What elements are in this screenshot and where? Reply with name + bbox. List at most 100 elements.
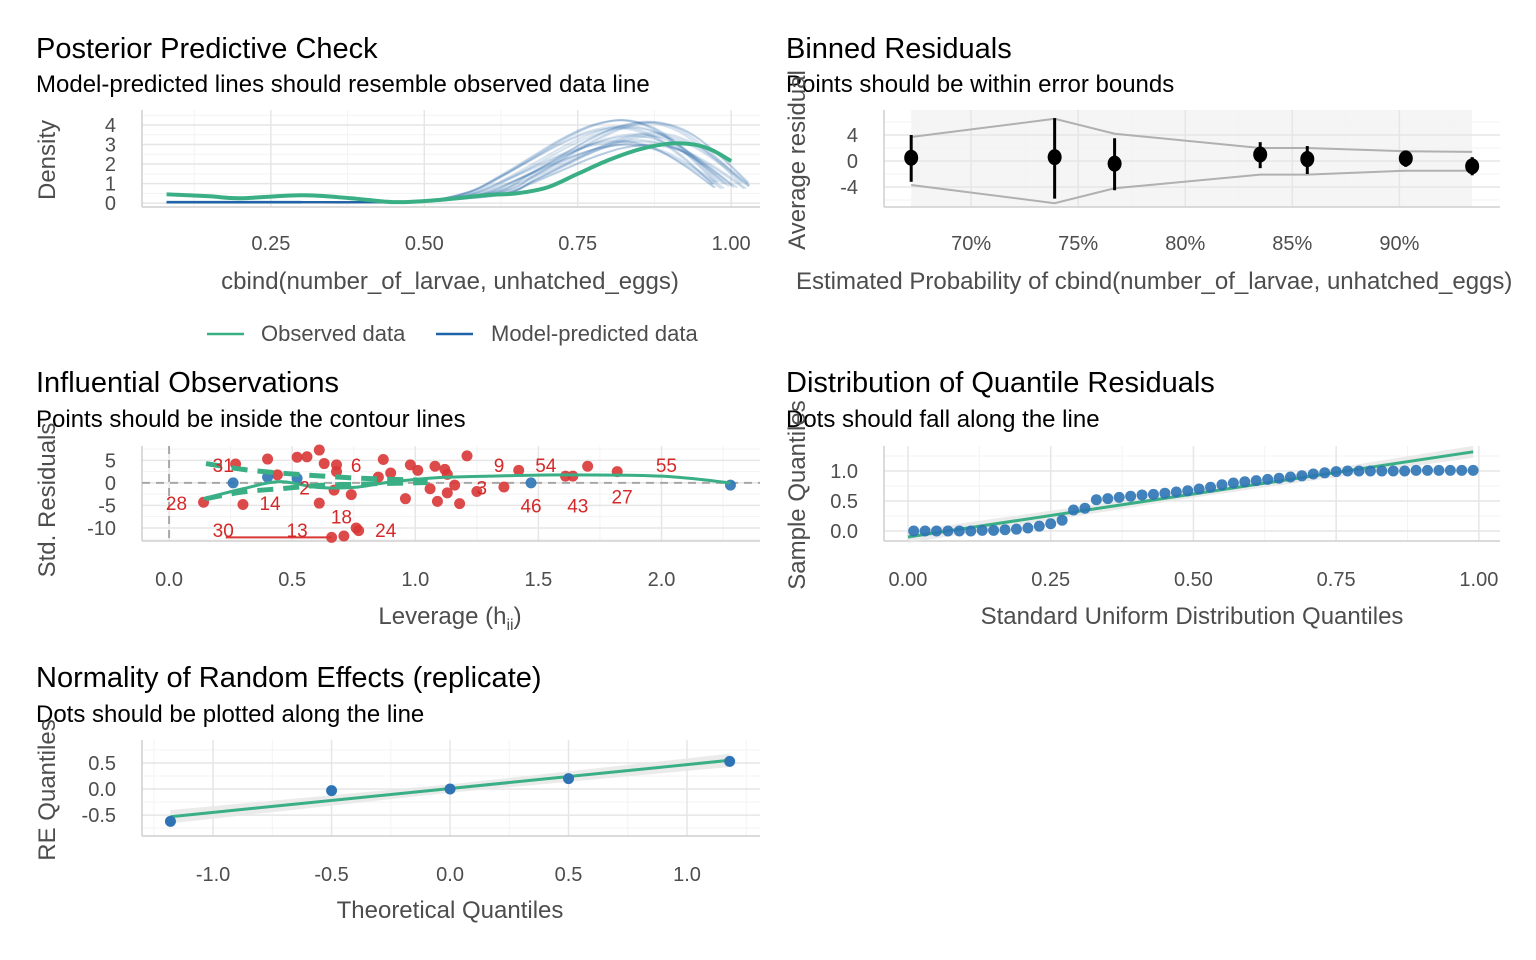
- model-predicted-line: [166, 126, 727, 204]
- point-label: 2: [299, 478, 310, 499]
- quantile-point: [1250, 475, 1262, 487]
- influential-point: [441, 487, 453, 499]
- quantile-point: [965, 525, 977, 537]
- x-tick-label: 0.25: [251, 233, 290, 255]
- influential-point: [313, 497, 325, 509]
- random-effect-point: [724, 755, 736, 767]
- point-label: 31: [213, 456, 234, 477]
- model-predicted-line: [166, 119, 716, 204]
- model-predicted-line: [166, 133, 750, 204]
- cooks-distance-contour-upper: [205, 461, 428, 483]
- y-tick-label: -0.5: [82, 805, 116, 827]
- model-predicted-line: [166, 143, 725, 204]
- quantile-point: [931, 525, 943, 537]
- influential-point: [237, 499, 249, 511]
- quantile-point: [1045, 518, 1057, 530]
- random-effect-point: [444, 783, 456, 795]
- y-tick-label: 1.0: [830, 461, 858, 483]
- quantile-point: [1079, 502, 1091, 514]
- y-axis-title: RE Quantiles: [34, 719, 61, 860]
- x-tick-label: 1.5: [525, 569, 553, 591]
- quantile-point: [1125, 490, 1137, 502]
- x-tick-label: 1.00: [1459, 569, 1498, 591]
- quantile-point: [1433, 464, 1445, 476]
- model-predicted-line: [166, 140, 738, 204]
- model-predicted-line: [166, 127, 714, 204]
- model-predicted-line: [166, 119, 720, 204]
- point-label: 6: [351, 456, 362, 477]
- y-tick-label: 4: [847, 125, 858, 147]
- chart-title: Binned Residuals: [786, 33, 1012, 65]
- lower-error-bound: [911, 169, 1473, 205]
- point-label: 55: [656, 456, 677, 477]
- model-predicted-line: [166, 131, 751, 204]
- model-predicted-line: [166, 144, 745, 204]
- quantile-point: [1216, 479, 1228, 491]
- bin-background: [911, 110, 1473, 207]
- x-tick-label: 0.5: [278, 569, 306, 591]
- chart-subtitle: Dots should fall along the line: [786, 406, 1100, 433]
- influential-point: [271, 469, 283, 481]
- influential-point: [412, 464, 424, 476]
- influential-point: [353, 525, 365, 537]
- x-tick-label: 75%: [1058, 233, 1098, 255]
- x-tick-label: -0.5: [314, 864, 348, 886]
- quantile-point: [1364, 465, 1376, 477]
- model-predicted-line: [166, 133, 733, 204]
- y-tick-label: 3: [105, 135, 116, 157]
- influential-point: [331, 466, 343, 478]
- observation-point: [525, 477, 537, 489]
- random-effect-point: [326, 785, 338, 797]
- influential-point: [313, 444, 325, 456]
- panel-quantile-residuals: Distribution of Quantile Residuals 0.00 0…: [784, 367, 1500, 630]
- observation-point: [227, 477, 239, 489]
- x-tick-label: 80%: [1165, 233, 1205, 255]
- quantile-point: [908, 525, 920, 537]
- quantile-point: [1022, 522, 1034, 534]
- influential-point: [429, 460, 441, 472]
- chart-title: Normality of Random Effects (replicate): [36, 662, 542, 694]
- panel-binned-residuals: Binned Residuals 70% 75% 80% 85% 90% -4 0 4 Poi…: [784, 33, 1512, 295]
- x-axis-title-subscript: ii: [506, 617, 513, 634]
- x-axis-title-end: ): [514, 603, 522, 630]
- influential-point: [291, 451, 303, 463]
- x-tick-label: 0.00: [889, 569, 928, 591]
- model-predicted-line: [166, 125, 714, 204]
- quantile-point: [1147, 488, 1159, 500]
- influential-point: [262, 453, 274, 465]
- point-label: 18: [331, 508, 352, 529]
- point-label: 24: [375, 521, 397, 542]
- chart-subtitle: Dots should be plotted along the line: [36, 701, 424, 728]
- observed-data-line: [166, 141, 733, 205]
- plot-area: 0.0 0.5 1.0 1.5 2.0 -10-505 31 28 30 13 14 18 24 2 6 39…: [87, 444, 760, 591]
- point-label: 3: [476, 478, 487, 499]
- y-tick-label: -10: [87, 518, 116, 540]
- model-predicted-line: [166, 120, 744, 204]
- quantile-point: [1410, 464, 1422, 476]
- y-tick-label: 0.5: [88, 753, 116, 775]
- quantile-point: [1193, 483, 1205, 495]
- influential-point: [454, 498, 466, 510]
- influential-point: [377, 454, 389, 466]
- influential-point: [513, 464, 525, 476]
- x-tick-label: 0.25: [1031, 569, 1070, 591]
- model-predicted-line: [166, 125, 724, 204]
- quantile-point: [1296, 470, 1308, 482]
- chart-title: Posterior Predictive Check: [36, 33, 378, 65]
- influential-point: [345, 489, 357, 501]
- influential-point: [301, 451, 313, 463]
- quantile-point: [1330, 466, 1342, 478]
- influential-point: [461, 450, 473, 462]
- quantile-point: [1262, 473, 1274, 485]
- quantile-point: [1033, 520, 1045, 532]
- binned-residual-point: [1300, 151, 1315, 168]
- quantile-point: [919, 525, 931, 537]
- legend-observed-label: Observed data: [261, 321, 406, 346]
- binned-residual-point: [1253, 146, 1268, 163]
- y-axis-title: Std. Residuals: [34, 423, 61, 578]
- binned-residual-point: [904, 149, 919, 166]
- y-tick-label: 4: [105, 115, 116, 137]
- point-label: 46: [520, 496, 541, 517]
- x-tick-label: 1.0: [401, 569, 429, 591]
